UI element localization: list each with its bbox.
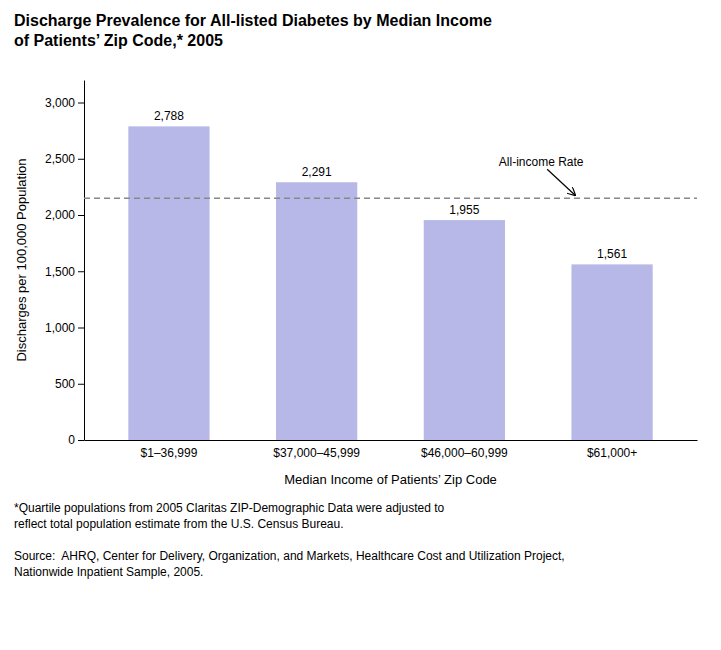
y-tick: 1,500 — [45, 265, 84, 279]
x-axis: $1–36,999 $37,000–45,999 $46,000–60,999 $61… — [85, 440, 698, 460]
y-tick-mark — [78, 440, 84, 441]
y-axis-line — [84, 81, 85, 441]
source: Source: AHRQ, Center for Delivery, Organ… — [14, 549, 565, 579]
y-tick: 1,000 — [45, 321, 84, 335]
chart: Discharge Prevalence for All-listed Diab… — [0, 0, 721, 650]
data-label: 1,561 — [597, 247, 627, 261]
footnote-line: reflect total population estimate from t… — [14, 517, 344, 531]
source-line: Nationwide Inpatient Sample, 2005. — [14, 565, 203, 579]
x-tick-label: $61,000+ — [587, 446, 637, 460]
title: Discharge Prevalence for All-listed Diab… — [14, 12, 492, 49]
y-tick-mark — [78, 103, 84, 104]
plot: 0 500 1,000 1,500 2,000 2,500 3,000 $1–36,999 $3… — [14, 81, 698, 488]
x-tick: $46,000–60,999 — [421, 440, 508, 460]
bar — [276, 182, 357, 440]
x-tick-label: $46,000–60,999 — [421, 446, 508, 460]
y-axis-title: Discharges per 100,000 Population — [14, 158, 29, 361]
y-tick: 0 — [68, 433, 84, 447]
footnote: *Quartile populations from 2005 Claritas… — [14, 501, 445, 531]
footnote-line: *Quartile populations from 2005 Claritas… — [14, 501, 445, 515]
y-tick-mark — [78, 159, 84, 160]
y-tick: 2,500 — [45, 152, 84, 166]
marks — [84, 126, 697, 440]
y-tick-mark — [78, 384, 84, 385]
reference-line — [84, 197, 697, 199]
x-tick: $1–36,999 — [141, 440, 198, 460]
x-tick-label: $1–36,999 — [141, 446, 198, 460]
bar — [424, 220, 505, 440]
y-tick-label: 2,500 — [45, 152, 75, 166]
y-axis: 0 500 1,000 1,500 2,000 2,500 3,000 — [45, 81, 85, 448]
title-line: of Patients’ Zip Code,* 2005 — [14, 32, 223, 49]
y-tick-mark — [78, 271, 84, 272]
y-tick-label: 3,000 — [45, 96, 75, 110]
x-axis-title: Median Income of Patients’ Zip Code — [284, 472, 497, 487]
annotation: All-income Rate — [499, 155, 584, 169]
bar — [571, 264, 652, 440]
x-tick: $37,000–45,999 — [273, 440, 360, 460]
y-tick-label: 1,500 — [45, 265, 75, 279]
bar — [128, 126, 209, 440]
data-label: 2,291 — [302, 165, 332, 179]
x-tick: $61,000+ — [587, 440, 637, 460]
x-tick-label: $37,000–45,999 — [273, 446, 360, 460]
data-label: 1,955 — [449, 203, 479, 217]
y-tick-mark — [78, 328, 84, 329]
y-tick: 3,000 — [45, 96, 84, 110]
y-tick: 500 — [55, 377, 84, 391]
y-tick-label: 500 — [55, 377, 75, 391]
labels: 2,788 2,291 1,955 1,561 All-income Rate — [154, 109, 627, 261]
x-axis-line — [85, 440, 698, 441]
y-tick: 2,000 — [45, 208, 84, 222]
y-tick-mark — [78, 215, 84, 216]
y-tick-label: 1,000 — [45, 321, 75, 335]
title-line: Discharge Prevalence for All-listed Diab… — [14, 12, 492, 29]
annotation-arrow — [547, 169, 575, 195]
data-label: 2,788 — [154, 109, 184, 123]
y-tick-label: 0 — [68, 433, 75, 447]
source-line: Source: AHRQ, Center for Delivery, Organ… — [14, 549, 565, 563]
y-tick-label: 2,000 — [45, 208, 75, 222]
